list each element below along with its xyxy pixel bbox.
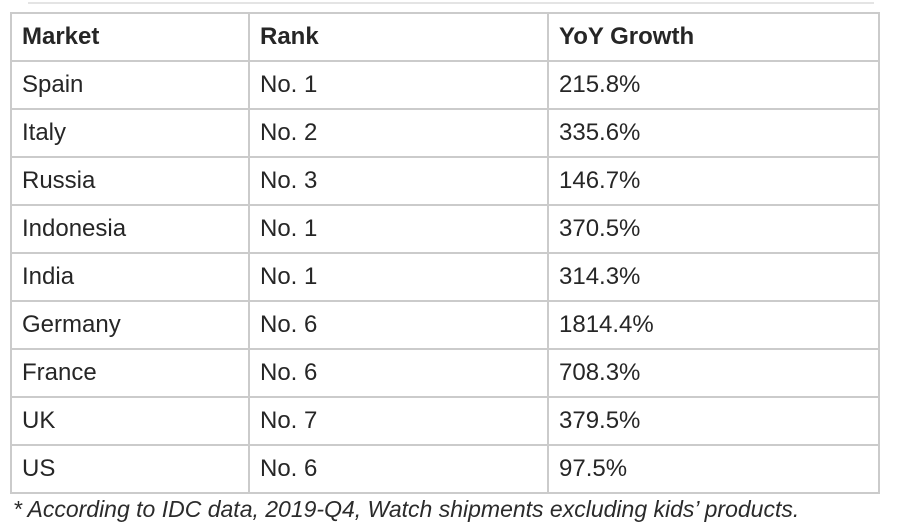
table-body: Spain No. 1 215.8% Italy No. 2 335.6% Russia No… — [10, 60, 880, 494]
cell-rank: No. 6 — [248, 348, 549, 398]
cell-growth: 370.5% — [547, 204, 880, 254]
cell-growth: 379.5% — [547, 396, 880, 446]
table-row: Russia No. 3 146.7% — [10, 156, 880, 206]
column-header-yoy-growth: YoY Growth — [547, 12, 880, 62]
table-row: UK No. 7 379.5% — [10, 396, 880, 446]
table-row: Spain No. 1 215.8% — [10, 60, 880, 110]
table-row: Indonesia No. 1 370.5% — [10, 204, 880, 254]
cell-market: Indonesia — [10, 204, 250, 254]
cell-rank: No. 6 — [248, 444, 549, 494]
table-row: Italy No. 2 335.6% — [10, 108, 880, 158]
table-row: US No. 6 97.5% — [10, 444, 880, 494]
cell-market: US — [10, 444, 250, 494]
yoy-growth-table: Market Rank YoY Growth Spain No. 1 215.8% I… — [10, 12, 880, 494]
cell-rank: No. 1 — [248, 204, 549, 254]
cell-rank: No. 3 — [248, 156, 549, 206]
cell-market: Italy — [10, 108, 250, 158]
cell-growth: 708.3% — [547, 348, 880, 398]
cell-growth: 97.5% — [547, 444, 880, 494]
cell-market: Germany — [10, 300, 250, 350]
table-row: France No. 6 708.3% — [10, 348, 880, 398]
cell-rank: No. 1 — [248, 252, 549, 302]
cell-market: France — [10, 348, 250, 398]
cell-rank: No. 7 — [248, 396, 549, 446]
cell-rank: No. 6 — [248, 300, 549, 350]
table-row: India No. 1 314.3% — [10, 252, 880, 302]
cell-rank: No. 2 — [248, 108, 549, 158]
header-row: Market Rank YoY Growth — [10, 12, 880, 62]
top-edge-artifact-line — [28, 2, 874, 4]
cell-growth: 215.8% — [547, 60, 880, 110]
cell-market: India — [10, 252, 250, 302]
cell-market: Spain — [10, 60, 250, 110]
cell-growth: 314.3% — [547, 252, 880, 302]
cell-market: UK — [10, 396, 250, 446]
column-header-market: Market — [10, 12, 250, 62]
cell-growth: 146.7% — [547, 156, 880, 206]
cell-rank: No. 1 — [248, 60, 549, 110]
footnote: * According to IDC data, 2019-Q4, Watch … — [13, 496, 800, 522]
cell-growth: 1814.4% — [547, 300, 880, 350]
cell-growth: 335.6% — [547, 108, 880, 158]
table-row: Germany No. 6 1814.4% — [10, 300, 880, 350]
column-header-rank: Rank — [248, 12, 549, 62]
cell-market: Russia — [10, 156, 250, 206]
